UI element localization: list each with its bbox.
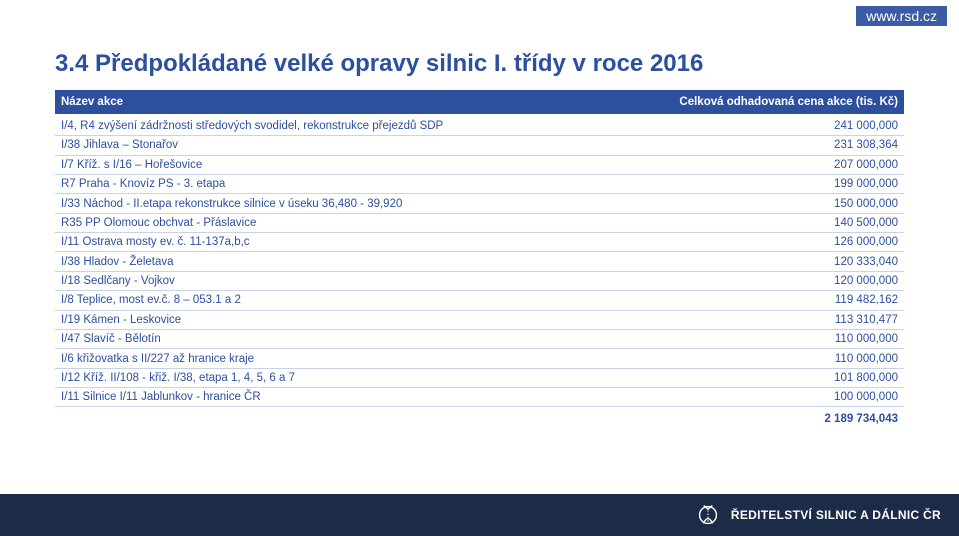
cell-cost: 119 482,162 <box>591 291 904 310</box>
table-row: I/12 Kříž. II/108 - křiž. I/38, etapa 1,… <box>55 368 904 387</box>
cell-cost: 241 000,000 <box>591 114 904 136</box>
table-header-row: Název akce Celková odhadovaná cena akce … <box>55 90 904 114</box>
page-title: 3.4 Předpokládané velké opravy silnic I.… <box>55 50 904 78</box>
footer-bar: ŘEDITELSTVÍ SILNIC A DÁLNIC ČR <box>0 494 959 536</box>
table-row: I/7 Kříž. s I/16 – Hořešovice207 000,000 <box>55 155 904 174</box>
table-row: I/33 Náchod - II.etapa rekonstrukce siln… <box>55 194 904 213</box>
cell-name: I/38 Hladov - Želetava <box>55 252 591 271</box>
total-cost: 2 189 734,043 <box>55 407 904 432</box>
cell-cost: 126 000,000 <box>591 233 904 252</box>
cell-name: I/4, R4 zvýšení zádržnosti středových sv… <box>55 114 591 136</box>
cell-name: I/11 Silnice I/11 Jablunkov - hranice ČR <box>55 388 591 407</box>
cell-cost: 231 308,364 <box>591 136 904 155</box>
table-total-row: 2 189 734,043 <box>55 407 904 432</box>
table-row: I/47 Slavíč - Bělotín110 000,000 <box>55 329 904 348</box>
cell-cost: 199 000,000 <box>591 174 904 193</box>
cell-name: I/33 Náchod - II.etapa rekonstrukce siln… <box>55 194 591 213</box>
cell-name: I/12 Kříž. II/108 - křiž. I/38, etapa 1,… <box>55 368 591 387</box>
cell-cost: 100 000,000 <box>591 388 904 407</box>
cell-cost: 110 000,000 <box>591 349 904 368</box>
cell-name: I/18 Sedlčany - Vojkov <box>55 271 591 290</box>
rsd-logo-icon <box>695 502 721 528</box>
cell-name: I/6 křižovatka s II/227 až hranice kraje <box>55 349 591 368</box>
cell-name: R35 PP Olomouc obchvat - Přáslavice <box>55 213 591 232</box>
cell-cost: 140 500,000 <box>591 213 904 232</box>
footer-org-name: ŘEDITELSTVÍ SILNIC A DÁLNIC ČR <box>731 508 941 522</box>
table-row: R35 PP Olomouc obchvat - Přáslavice140 5… <box>55 213 904 232</box>
table-row: I/11 Silnice I/11 Jablunkov - hranice ČR… <box>55 388 904 407</box>
cell-name: I/19 Kámen - Leskovice <box>55 310 591 329</box>
cell-cost: 113 310,477 <box>591 310 904 329</box>
cell-cost: 120 333,040 <box>591 252 904 271</box>
table-row: I/8 Teplice, most ev.č. 8 – 053.1 a 2119… <box>55 291 904 310</box>
table-row: I/19 Kámen - Leskovice113 310,477 <box>55 310 904 329</box>
cell-cost: 150 000,000 <box>591 194 904 213</box>
cell-cost: 110 000,000 <box>591 329 904 348</box>
cell-name: I/8 Teplice, most ev.č. 8 – 053.1 a 2 <box>55 291 591 310</box>
table-row: I/4, R4 zvýšení zádržnosti středových sv… <box>55 114 904 136</box>
table-row: I/6 křižovatka s II/227 až hranice kraje… <box>55 349 904 368</box>
cell-name: I/7 Kříž. s I/16 – Hořešovice <box>55 155 591 174</box>
cell-cost: 207 000,000 <box>591 155 904 174</box>
footer-logo: ŘEDITELSTVÍ SILNIC A DÁLNIC ČR <box>695 502 941 528</box>
projects-table: Název akce Celková odhadovaná cena akce … <box>55 90 904 431</box>
cell-name: I/38 Jihlava – Stonařov <box>55 136 591 155</box>
cell-name: I/47 Slavíč - Bělotín <box>55 329 591 348</box>
table-row: I/11 Ostrava mosty ev. č. 11-137a,b,c126… <box>55 233 904 252</box>
cell-cost: 101 800,000 <box>591 368 904 387</box>
cell-cost: 120 000,000 <box>591 271 904 290</box>
table-row: I/38 Jihlava – Stonařov231 308,364 <box>55 136 904 155</box>
col-header-cost: Celková odhadovaná cena akce (tis. Kč) <box>591 90 904 114</box>
cell-name: I/11 Ostrava mosty ev. č. 11-137a,b,c <box>55 233 591 252</box>
table-row: I/38 Hladov - Želetava120 333,040 <box>55 252 904 271</box>
col-header-name: Název akce <box>55 90 591 114</box>
table-row: I/18 Sedlčany - Vojkov120 000,000 <box>55 271 904 290</box>
url-bar: www.rsd.cz <box>856 6 947 26</box>
table-row: R7 Praha - Knovíz PS - 3. etapa199 000,0… <box>55 174 904 193</box>
main-content: 3.4 Předpokládané velké opravy silnic I.… <box>0 0 959 431</box>
cell-name: R7 Praha - Knovíz PS - 3. etapa <box>55 174 591 193</box>
